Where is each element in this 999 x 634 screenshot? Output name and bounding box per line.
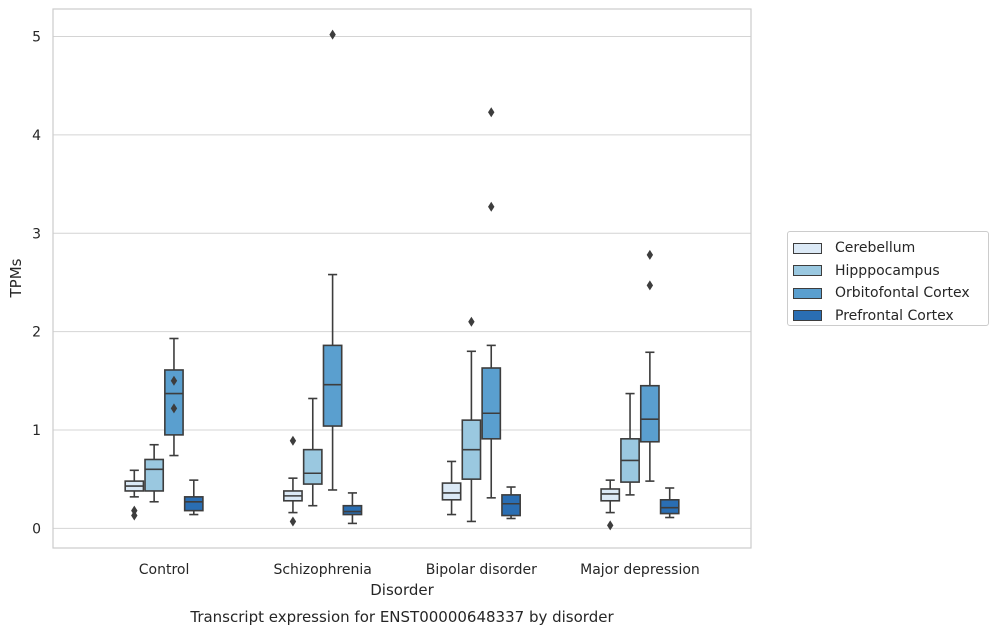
box-orbitofontal-cortex-1 <box>322 29 343 491</box>
plot-area-frame <box>52 8 752 549</box>
legend-item-cerebellum: Cerebellum <box>793 237 988 260</box>
box-cerebellum-2 <box>441 460 462 516</box>
legend-label-prefrontal-cortex: Prefrontal Cortex <box>835 307 954 324</box>
y-tick-label: 2 <box>32 325 41 341</box>
x-tick-labels: Control Schizophrenia Bipolar disorder Majo… <box>139 562 700 578</box>
legend-swatch-cerebellum <box>793 242 822 254</box>
box-iqr <box>144 458 165 492</box>
box-iqr <box>342 504 363 516</box>
outlier-point <box>488 107 495 118</box>
x-tick-label: Major depression <box>580 562 700 578</box>
legend-label-cerebellum: Cerebellum <box>835 240 916 257</box>
y-axis-label: TPMs <box>7 258 25 298</box>
gridlines <box>53 36 751 529</box>
outlier-point <box>646 280 654 291</box>
box-iqr <box>639 384 660 443</box>
legend-swatch-orbitofrontal-cortex <box>793 287 822 299</box>
y-tick-label: 5 <box>32 30 41 46</box>
box-hipppocampus-3 <box>620 392 640 496</box>
box-prefrontal-cortex-1 <box>342 492 363 525</box>
box-prefrontal-cortex-3 <box>659 487 680 519</box>
outlier-point <box>329 29 336 40</box>
box-iqr <box>183 496 204 512</box>
box-cerebellum-1 <box>283 435 303 527</box>
outlier-point <box>646 249 654 260</box>
box-iqr <box>659 499 680 515</box>
outlier-point <box>170 403 178 414</box>
box-iqr <box>302 448 323 485</box>
box-iqr <box>501 494 521 517</box>
outlier-point <box>289 435 297 446</box>
outlier-point <box>607 520 614 531</box>
box-prefrontal-cortex-2 <box>501 486 521 520</box>
outlier-point <box>131 505 138 516</box>
legend-swatch-hippocampus <box>793 265 822 277</box>
x-tick-label: Schizophrenia <box>273 562 371 578</box>
y-tick-label: 3 <box>32 226 41 242</box>
legend-swatch-prefrontal-cortex <box>793 310 822 322</box>
legend-item-orbitofrontal-cortex: Orbitofontal Cortex <box>793 282 988 305</box>
box-prefrontal-cortex-0 <box>183 479 204 516</box>
legend-label-hippocampus: Hipppocampus <box>835 262 940 279</box>
box-iqr <box>481 367 502 440</box>
y-tick-label: 1 <box>32 423 41 439</box>
outlier-point <box>488 201 495 212</box>
box-orbitofontal-cortex-3 <box>639 249 660 482</box>
legend-item-hippocampus: Hipppocampus <box>793 260 988 283</box>
outlier-point <box>289 516 297 527</box>
y-tick-label: 0 <box>32 521 41 537</box>
box-iqr <box>322 344 343 427</box>
legend-item-prefrontal-cortex: Prefrontal Cortex <box>793 305 988 328</box>
box-plots <box>124 29 680 531</box>
x-tick-label: Bipolar disorder <box>426 562 537 578</box>
outlier-point <box>468 316 475 327</box>
box-hipppocampus-0 <box>144 443 165 503</box>
box-iqr <box>164 369 184 436</box>
box-iqr <box>600 488 621 502</box>
outlier-point <box>170 375 178 386</box>
box-orbitofontal-cortex-0 <box>164 337 184 457</box>
box-iqr <box>441 482 462 501</box>
box-hipppocampus-2 <box>461 316 482 523</box>
chart-title: Transcript expression for ENST0000064833… <box>189 608 614 626</box>
box-cerebellum-0 <box>124 469 145 521</box>
box-cerebellum-3 <box>600 479 621 531</box>
box-orbitofontal-cortex-2 <box>481 107 502 499</box>
box-hipppocampus-1 <box>302 397 323 507</box>
y-tick-label: 4 <box>32 128 41 144</box>
legend-label-orbitofrontal-cortex: Orbitofontal Cortex <box>835 285 970 302</box>
y-tick-labels: 0 1 2 3 4 5 <box>32 30 41 538</box>
legend: Cerebellum Hipppocampus Orbitofontal Cor… <box>787 231 989 326</box>
x-axis-label: Disorder <box>370 581 434 599</box>
x-tick-label: Control <box>139 562 190 578</box>
